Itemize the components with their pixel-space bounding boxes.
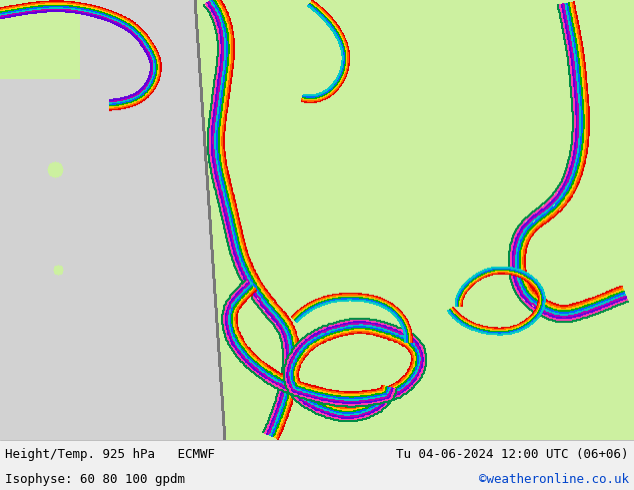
Text: Tu 04-06-2024 12:00 UTC (06+06): Tu 04-06-2024 12:00 UTC (06+06): [396, 447, 629, 461]
Text: Height/Temp. 925 hPa   ECMWF: Height/Temp. 925 hPa ECMWF: [5, 447, 215, 461]
Text: ©weatheronline.co.uk: ©weatheronline.co.uk: [479, 472, 629, 486]
Text: Isophyse: 60 80 100 gpdm: Isophyse: 60 80 100 gpdm: [5, 472, 185, 486]
